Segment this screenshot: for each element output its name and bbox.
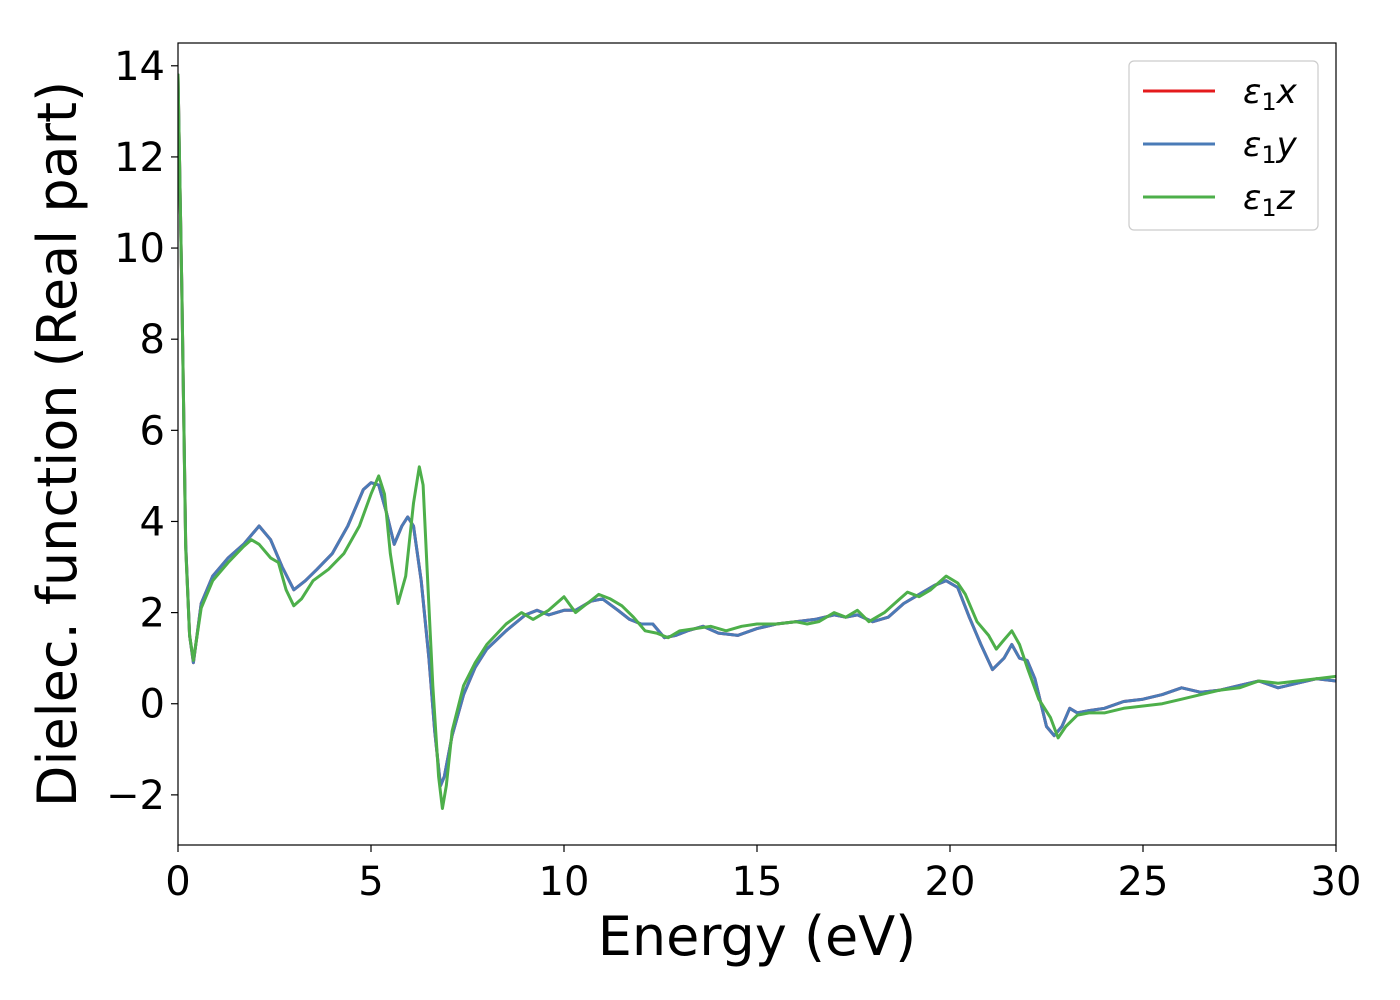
y-axis-title: Dielec. function (Real part) <box>26 81 89 807</box>
legend-entries: ε1x ε1y ε1z <box>1143 72 1298 222</box>
x-tick-label: 20 <box>925 859 976 905</box>
legend-label-x: ε1x <box>1243 72 1298 116</box>
x-tick-label: 5 <box>358 859 383 905</box>
y-tick-label: 2 <box>140 591 165 637</box>
x-tick-label: 0 <box>165 859 190 905</box>
y-axis-ticks: −2 0 2 4 6 8 10 12 14 <box>106 44 178 819</box>
series-line-z <box>178 73 1336 810</box>
x-tick-label: 25 <box>1118 859 1169 905</box>
y-tick-label: 8 <box>140 317 165 363</box>
legend-label-y: ε1y <box>1243 125 1298 169</box>
x-axis-ticks: 0 5 10 15 20 25 30 <box>165 845 1361 905</box>
x-tick-label: 30 <box>1311 859 1362 905</box>
x-axis-title: Energy (eV) <box>598 905 917 968</box>
y-tick-label: 4 <box>140 499 165 545</box>
y-tick-label: −2 <box>106 773 165 819</box>
y-tick-label: 14 <box>114 44 165 90</box>
legend-box <box>1128 60 1319 231</box>
y-tick-label: 0 <box>140 682 165 728</box>
series-layer <box>178 73 1336 810</box>
x-tick-label: 10 <box>539 859 590 905</box>
y-tick-label: 6 <box>140 408 165 454</box>
x-tick-label: 15 <box>732 859 783 905</box>
legend-label-z: ε1z <box>1243 178 1296 222</box>
y-tick-label: 10 <box>114 226 165 272</box>
y-tick-label: 12 <box>114 135 165 181</box>
legend: ε1x ε1y ε1z <box>1128 60 1319 231</box>
